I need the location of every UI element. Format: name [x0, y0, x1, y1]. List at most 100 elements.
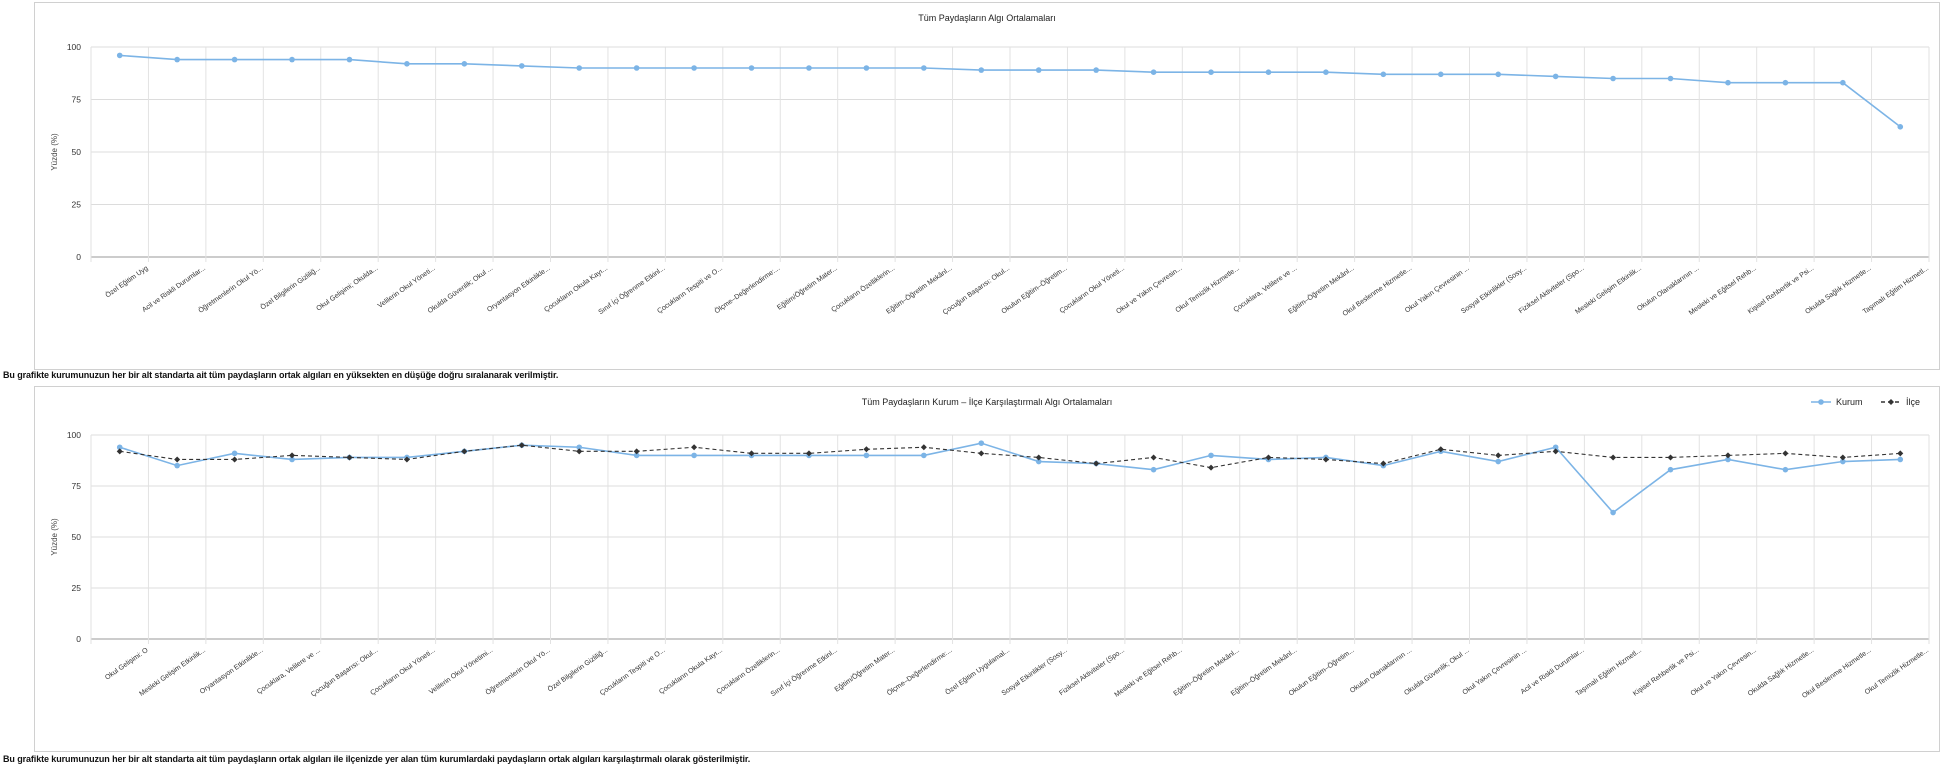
x-tick-label: Özel Bilgilerin Gizliliğ... — [259, 264, 322, 311]
x-tick-label: Okul Yakın Çevresinin ... — [1404, 265, 1471, 315]
data-point-marker — [748, 65, 755, 71]
x-tick-label: Oryantasyon Etkinlikle... — [199, 647, 265, 696]
x-tick-label: Eğitim–Öğretim Mekânl... — [1229, 646, 1298, 698]
x-tick-label: Çocukların Tespiti ve O... — [599, 647, 667, 697]
x-tick-label: Çocuklara, Velilere ve ... — [1232, 265, 1298, 314]
x-tick-label: Çocukların Özelliklerin... — [830, 264, 896, 314]
data-point-marker — [1093, 460, 1100, 467]
x-tick-label: Okulda Güvenlik; Okul ... — [427, 265, 494, 315]
data-point-marker — [1610, 454, 1617, 461]
data-point-marker — [231, 450, 238, 457]
x-tick-label: Okul Temizlik Hizmetle... — [1864, 647, 1930, 696]
x-tick-label: Okul Gelişimi; Okulda... — [315, 265, 379, 313]
data-point-marker — [1725, 456, 1731, 463]
x-tick-label: Kişisel Rehberlik ve Psi... — [1632, 647, 1700, 698]
x-tick-label: Velilerin Okul Yönetimi... — [428, 647, 494, 696]
x-tick-label: Okul Temizlik Hizmetle... — [1175, 265, 1241, 314]
x-tick-label: Mesleki Gelişim Etkinlik... — [138, 647, 207, 698]
x-tick-label: Öğretmenlerin Okul Yö... — [484, 646, 552, 697]
data-point-marker — [805, 450, 812, 457]
chart-title: Tüm Paydaşların Kurum – İlçe Karşılaştır… — [862, 397, 1113, 407]
y-tick-label: 25 — [72, 583, 82, 593]
data-point-marker — [921, 65, 927, 71]
x-tick-label: Okulun Eğitim–Öğretim... — [1000, 264, 1069, 315]
legend-label: İlçe — [1906, 397, 1920, 407]
x-tick-label: Taşımalı Eğitim Hizmetl... — [1862, 265, 1930, 316]
x-tick-label: Sosyal Etkinlikler (Sosy... — [1460, 265, 1528, 316]
legend-marker — [1888, 399, 1894, 405]
data-point-marker — [1093, 67, 1099, 73]
data-point-marker — [1552, 448, 1559, 455]
data-point-marker — [1840, 458, 1846, 465]
x-tick-label: Mesleki Gelişim Etkinlik... — [1574, 265, 1643, 316]
x-tick-label: Okulun Olanaklarının ... — [1349, 647, 1413, 695]
chart-title: Tüm Paydaşların Algı Ortalamaları — [918, 13, 1056, 23]
i-l-e-series-line — [119, 444, 1901, 469]
data-point-marker — [1724, 452, 1731, 459]
data-point-marker — [174, 462, 180, 469]
data-point-marker — [1208, 452, 1214, 459]
x-tick-label: Çocukların Okula Kayı... — [543, 265, 609, 314]
data-point-marker — [1265, 69, 1272, 75]
data-point-marker — [1725, 79, 1731, 86]
data-point-marker — [1150, 454, 1157, 461]
data-point-marker — [1035, 67, 1042, 73]
x-tick-label: Eğitim–Öğretim Mekânl... — [885, 264, 954, 316]
data-point-marker — [691, 452, 697, 459]
x-tick-label: Okulda Sağlık Hizmetle... — [1747, 647, 1815, 698]
data-point-marker — [231, 56, 238, 63]
data-point-marker — [1150, 69, 1157, 75]
data-point-marker — [691, 444, 698, 451]
data-point-marker — [461, 448, 468, 455]
kurum-series-line — [119, 442, 1901, 514]
data-point-marker — [231, 456, 238, 463]
data-point-marker — [289, 56, 295, 63]
data-point-marker — [1667, 466, 1674, 473]
data-point-marker — [346, 454, 353, 461]
data-point-marker — [576, 65, 583, 71]
kurum-series-line — [119, 54, 1901, 128]
data-point-marker — [1035, 454, 1042, 461]
x-tick-label: Kişisel Rehberlik ve Psi... — [1747, 265, 1815, 316]
x-tick-label: Okulun Olanaklarının ... — [1636, 265, 1700, 313]
x-tick-label: Eğitim–Öğretim Mekânl... — [1287, 264, 1356, 316]
data-point-marker — [1897, 124, 1904, 130]
data-point-marker — [1437, 446, 1444, 453]
data-point-marker — [404, 61, 410, 67]
legend-item: İlçe — [1881, 397, 1920, 407]
line-chart-algi-ortalamalari: Tüm Paydaşların Algı Ortalamaları Yüzde (… — [50, 13, 1930, 318]
chart-caption: Bu grafikte kurumunuzun her bir alt stan… — [3, 754, 751, 764]
x-tick-label: Öğretmenlerin Okul Yö... — [197, 264, 265, 315]
data-point-marker — [1839, 454, 1846, 461]
data-point-marker — [1495, 71, 1502, 78]
data-point-marker — [1323, 69, 1329, 75]
data-point-marker — [116, 448, 123, 455]
data-point-marker — [116, 52, 123, 59]
data-point-marker — [461, 61, 468, 67]
data-point-marker — [1495, 458, 1502, 465]
data-point-marker — [1322, 456, 1329, 463]
data-point-marker — [1897, 450, 1904, 457]
y-tick-label: 75 — [72, 481, 82, 491]
data-point-marker — [1552, 444, 1559, 451]
x-tick-label: Çocukların Okul Yöneti... — [1059, 265, 1126, 315]
x-tick-label: Okulda Sağlık Hizmetle... — [1804, 265, 1872, 316]
x-tick-label: Okul Gelişimi: O — [104, 647, 150, 682]
data-point-marker — [633, 452, 640, 459]
y-tick-label: 100 — [67, 42, 81, 52]
data-point-marker — [403, 456, 410, 463]
data-point-marker — [518, 442, 525, 449]
data-point-marker — [1035, 458, 1042, 465]
y-tick-label: 100 — [67, 430, 81, 440]
x-tick-label: Fiziksel Aktiviteler (Spo... — [1058, 647, 1126, 697]
x-tick-label: Okul Yakın Çevresinin ... — [1461, 647, 1528, 697]
data-point-marker — [116, 444, 123, 451]
data-point-marker — [806, 65, 812, 71]
chart-panel-algi-ortalamalari: Tüm Paydaşların Algı Ortalamaları Yüzde (… — [34, 2, 1940, 370]
data-point-marker — [289, 456, 295, 463]
data-point-marker — [1667, 454, 1674, 461]
data-point-marker — [863, 452, 870, 459]
x-tick-label: Okulun Eğitim–Öğretim... — [1287, 646, 1356, 697]
y-tick-label: 0 — [76, 252, 81, 262]
data-point-marker — [518, 63, 525, 69]
